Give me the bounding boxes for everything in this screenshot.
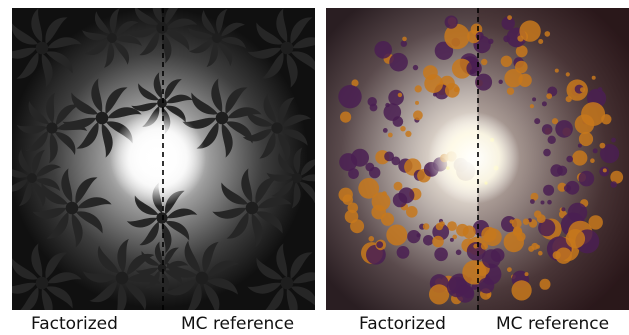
caption-mc-reference-left: MC reference (181, 314, 295, 334)
caption-mc-reference-right: MC reference (496, 314, 610, 334)
caption-factorized-left: Factorized (31, 314, 118, 334)
dots-sphere-comparison-image (326, 8, 629, 310)
caption-factorized-right: Factorized (359, 314, 446, 334)
damask-comparison-image (12, 8, 315, 310)
dots-render (326, 8, 629, 310)
damask-render (12, 8, 315, 310)
